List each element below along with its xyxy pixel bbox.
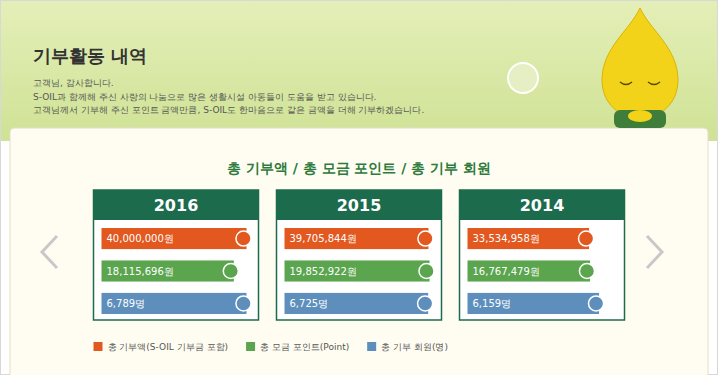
bar-cap [419,263,434,278]
bar-rect [468,293,600,314]
bar-cap [579,263,594,278]
bar-labels: 40,000,000원 18,115,696원 6,789명 [107,233,174,309]
legend-label: 총 기부 회원(명) [381,342,448,352]
page: 기부활동 내역고객님, 감사합니다. S-OIL과 함께해 주신 사랑의 나눔으로… [0,0,718,375]
mascot-body [614,110,666,128]
panel-title: 2014 [520,196,565,215]
bar [102,293,252,314]
bar [285,228,433,249]
header-line: 고객님, 감사합니다. [33,78,114,88]
legend: 총 기부액(S-OIL 기부금 포함) 총 모금 포인트(Point) 총 기부 회… [94,342,448,352]
bar [102,260,239,281]
data-label: 18,115,696원 [107,266,174,277]
legend-label: 총 기부액(S-OIL 기부금 포함) [108,342,229,352]
bar-cap [579,231,594,246]
bar-rect [285,293,429,314]
mascot-eye [648,82,660,85]
bar [468,293,604,314]
bar-labels: 33,534,958원 16,767,479원 6,159명 [473,233,540,309]
panel-body [460,190,625,320]
panel-body [94,190,259,320]
data-label: 33,534,958원 [473,233,540,244]
chart-title: 총 기부액 / 총 모금 포인트 / 총 기부 회원 [227,160,491,176]
legend-swatch [367,342,376,351]
legend-swatch [246,342,255,351]
bar [285,293,433,314]
point-coin [508,63,538,93]
bar-cap [418,296,433,311]
bar-cap [236,231,251,246]
prev-arrow[interactable] [42,236,57,268]
header-line: S-OIL과 함께해 주신 사랑의 나눔으로 많은 생활시설 아동들이 도움을 … [33,92,376,102]
panel-head [277,190,442,220]
bar-rect [468,228,590,249]
panel-title: 2015 [337,196,382,215]
data-label: 16,767,479원 [473,266,540,277]
bars [285,228,435,314]
mascot-head [602,8,678,118]
bar-rect [285,260,430,281]
bar-rect [468,260,590,281]
panel-title: 2016 [154,196,199,215]
bar-labels: 39,705,844원 19,852,922원 6,725명 [290,233,357,309]
legend-swatch [94,342,103,351]
bar-cap [236,296,251,311]
data-label: 40,000,000원 [107,233,174,244]
year-panel: 2014 33,534,958원 16,767,479원 6,159명 [460,190,625,320]
data-label: 19,852,922원 [290,266,357,277]
data-label: 6,725명 [290,298,329,309]
legend-label: 총 모금 포인트(Point) [260,342,349,352]
mascot [508,8,678,128]
panel-head [94,190,259,220]
bar-rect [285,228,429,249]
header-title: 기부활동 내역 [33,45,147,66]
mascot-hands [628,110,652,122]
mascot-eye [620,82,632,85]
panel-head [460,190,625,220]
bars [468,228,604,314]
bar-cap [223,263,238,278]
data-label: 6,159명 [473,298,512,309]
bar [102,228,252,249]
next-arrow[interactable] [647,236,662,268]
bar-cap [588,296,603,311]
content-panel [10,128,708,375]
data-label: 39,705,844원 [290,233,357,244]
bar-rect [102,293,247,314]
panel-body [277,190,442,320]
bar [468,260,595,281]
bar-rect [102,260,234,281]
header-band [1,1,717,141]
bars [102,228,252,314]
data-label: 6,789명 [107,298,146,309]
bar-rect [102,228,247,249]
bar-cap [418,231,433,246]
year-panel: 2016 40,000,000원 18,115,696원 6,789명 [94,190,259,320]
year-panel: 2015 39,705,844원 19,852,922원 6,725명 [277,190,442,320]
header-line: 고객님께서 기부해 주신 포인트 금액만큼, S-OIL도 한마음으로 같은 금… [33,105,424,115]
bar [285,260,435,281]
bar [468,228,594,249]
